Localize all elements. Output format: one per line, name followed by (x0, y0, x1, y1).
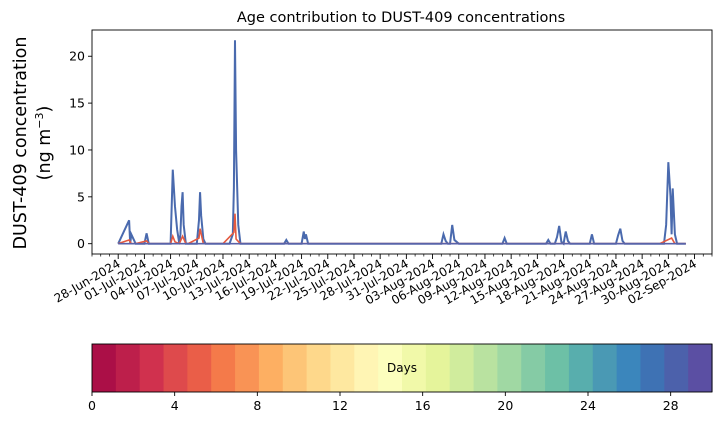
chart-title: Age contribution to DUST-409 concentrati… (237, 10, 565, 26)
y-tick-label: 0 (77, 236, 85, 251)
colorbar-frame (91, 343, 713, 393)
colorbar-segment (282, 344, 308, 392)
colorbar-tick-label: 8 (253, 398, 261, 413)
colorbar-segment (664, 344, 689, 392)
colorbar-tick-label: 28 (663, 398, 679, 413)
colorbar-segment (163, 344, 188, 392)
colorbar-segment (592, 344, 618, 392)
colorbar-segment (306, 344, 332, 392)
colorbar-segment (378, 344, 403, 392)
y-tick-label: 10 (69, 142, 85, 157)
colorbar-segment (497, 344, 522, 392)
series-total-line (117, 40, 686, 246)
y-tick-label: 15 (69, 96, 85, 111)
colorbar-segment (354, 344, 379, 392)
colorbar-tick-label: 4 (171, 398, 179, 413)
y-tick-label: 5 (77, 189, 85, 204)
colorbar-segment (92, 344, 117, 392)
colorbar-segment (640, 344, 665, 392)
plot-frame (91, 29, 713, 255)
colorbar-segment (545, 344, 570, 392)
y-tick-label: 20 (69, 49, 85, 64)
y-axis-label: DUST-409 concentration (ng m−3) (11, 37, 55, 250)
colorbar-segment (139, 344, 165, 392)
y-axis-label-line1: DUST-409 concentration (11, 37, 31, 250)
colorbar-segment (473, 344, 498, 392)
colorbar-segment (688, 344, 713, 392)
y-axis-label-line2: (ng m−3) (33, 106, 55, 181)
colorbar-tick-label: 24 (580, 398, 596, 413)
colorbar-segment (211, 344, 236, 392)
colorbar-tick-label: 0 (88, 398, 96, 413)
colorbar-segment (235, 344, 260, 392)
colorbar-segment (187, 344, 212, 392)
colorbar-tick-label: 20 (497, 398, 513, 413)
colorbar-segment (449, 344, 475, 392)
colorbar-segment (616, 344, 642, 392)
colorbar-segment (521, 344, 546, 392)
colorbar-label: Days (387, 361, 417, 375)
colorbar-segment (330, 344, 355, 392)
colorbar-segment (402, 344, 427, 392)
colorbar-segment (258, 344, 284, 392)
colorbar-segment (115, 344, 141, 392)
colorbar-tick-label: 16 (415, 398, 431, 413)
colorbar-segment (568, 344, 594, 392)
colorbar-tick-label: 12 (332, 398, 348, 413)
colorbar-segment (425, 344, 451, 392)
